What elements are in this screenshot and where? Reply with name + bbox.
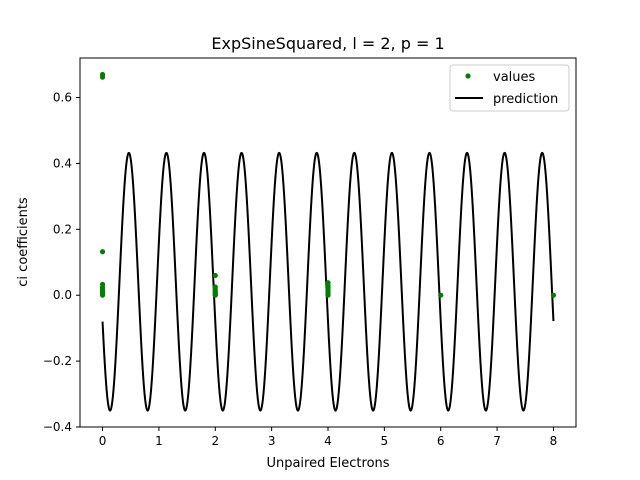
x-tick-label: 7: [493, 434, 501, 448]
value-point: [325, 292, 331, 298]
value-point: [550, 292, 557, 298]
x-axis-ticks: 0 1 2 3 4 5 6 7 8: [99, 427, 558, 448]
y-tick-label: 0.2: [53, 222, 72, 236]
y-tick-label: 0.6: [53, 91, 72, 105]
legend-values-label: values: [493, 70, 536, 85]
value-point: [438, 292, 444, 298]
legend-prediction-label: prediction: [493, 92, 558, 107]
value-point: [99, 292, 106, 298]
legend: values prediction: [449, 64, 570, 112]
legend-box: [449, 64, 570, 112]
y-axis-ticks: −0.4 −0.2 0.0 0.2 0.4 0.6: [43, 91, 80, 434]
chart-title: ExpSineSquared, l = 2, p = 1: [211, 34, 444, 53]
x-tick-label: 8: [550, 434, 558, 448]
x-tick-label: 2: [211, 434, 219, 448]
legend-values-marker: [465, 73, 471, 79]
x-tick-label: 4: [324, 434, 332, 448]
y-tick-label: −0.4: [43, 420, 72, 434]
x-tick-label: 0: [99, 434, 107, 448]
value-point: [99, 249, 106, 255]
x-axis-label: Unpaired Electrons: [266, 456, 389, 471]
y-tick-label: 0.0: [53, 288, 72, 302]
x-tick-label: 5: [381, 434, 389, 448]
value-point: [212, 272, 218, 279]
value-point: [99, 74, 106, 80]
x-tick-label: 6: [437, 434, 445, 448]
plot-area: [99, 71, 557, 412]
prediction-line: [101, 151, 555, 412]
y-tick-label: 0.4: [53, 156, 72, 170]
value-point: [212, 292, 218, 298]
x-tick-label: 3: [268, 434, 276, 448]
x-tick-label: 1: [155, 434, 163, 448]
y-tick-label: −0.2: [43, 354, 72, 368]
y-axis-label: ci coefficients: [16, 197, 31, 287]
